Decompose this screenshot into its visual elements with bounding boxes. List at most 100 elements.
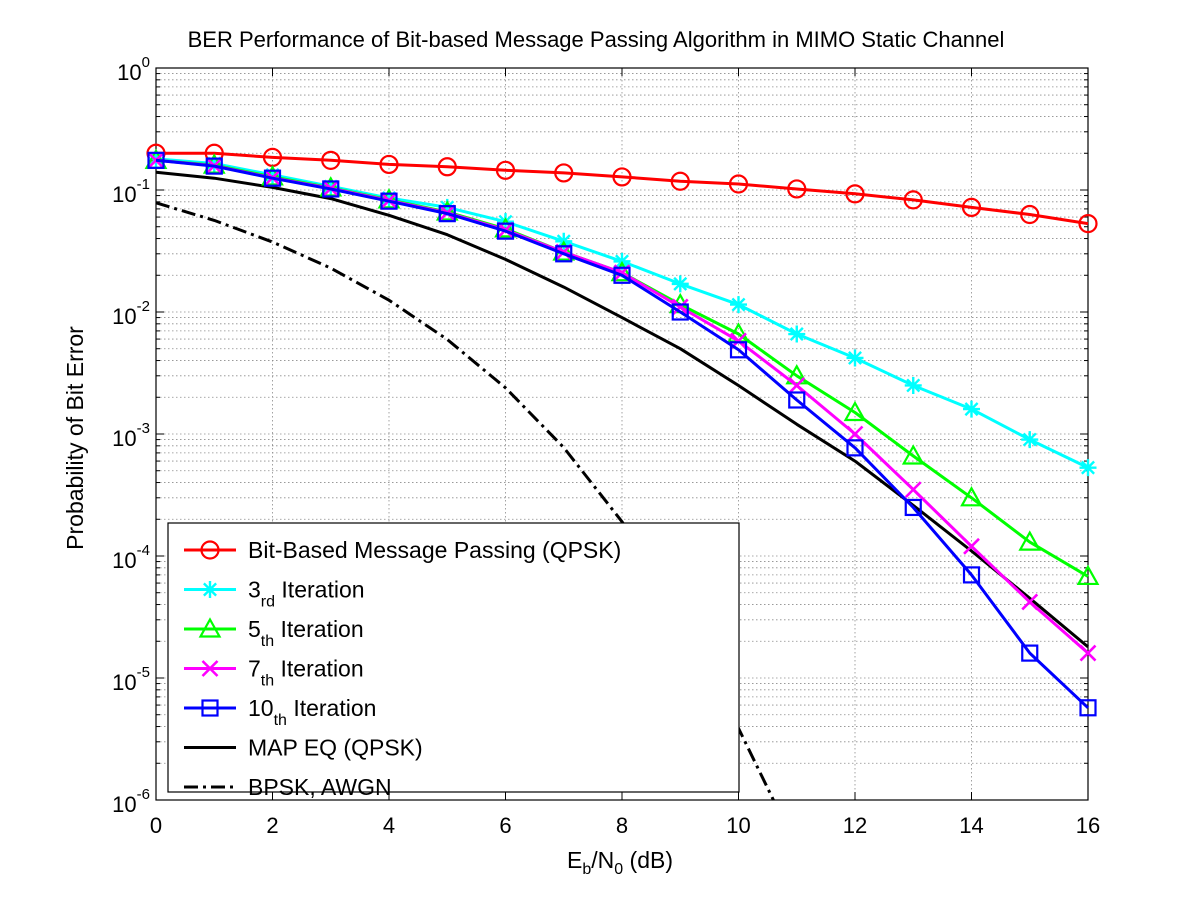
legend-label-main: BPSK, AWGN — [248, 774, 392, 800]
square-marker — [613, 266, 631, 284]
square-marker — [205, 157, 223, 175]
triangle-marker — [1076, 564, 1100, 586]
y-tick-base: 10 — [112, 548, 136, 573]
legend-label-sub: th — [274, 712, 287, 729]
legend-label-main: 7 — [248, 656, 261, 682]
legend-label-main: MAP EQ (QPSK) — [248, 735, 423, 761]
legend-label-it10: 10th Iteration — [248, 695, 376, 729]
y-tick-label: 10-1 — [112, 176, 150, 207]
legend-label-it7: 7th Iteration — [248, 656, 364, 690]
ticks-layer — [155, 67, 1089, 801]
asterisk-marker — [846, 349, 864, 367]
circle-marker — [903, 190, 923, 210]
legend-item-it10: 10th Iteration — [184, 695, 376, 729]
y-tick-exponent: -6 — [137, 786, 150, 803]
x-marker — [671, 298, 689, 316]
square-marker — [962, 566, 981, 584]
circle-marker — [1078, 214, 1098, 234]
legend-label-main: 5 — [248, 616, 261, 642]
asterisk-marker — [201, 581, 219, 598]
triangle-marker — [901, 444, 925, 465]
asterisk-marker — [788, 325, 806, 343]
circle-marker — [200, 540, 220, 560]
square-marker — [380, 192, 398, 210]
square-marker — [438, 205, 456, 223]
y-tick-base: 10 — [112, 792, 136, 817]
legend-label-sub: th — [261, 633, 274, 650]
series-line-it10 — [155, 158, 1090, 709]
asterisk-marker — [438, 198, 456, 216]
series-line-bbmp — [156, 151, 1089, 226]
legend: Bit-Based Message Passing (QPSK) 3rd Iter… — [167, 522, 740, 800]
legend-label-main: 3 — [248, 577, 261, 603]
y-tick-exponent: -5 — [137, 664, 150, 681]
y-tick-exponent: -4 — [137, 542, 150, 559]
square-marker — [496, 222, 515, 240]
circle-marker — [787, 179, 807, 199]
legend-item-it3: 3rd Iteration — [184, 577, 365, 611]
x-marker — [1021, 593, 1039, 611]
x-tick-label: 14 — [959, 813, 983, 838]
series-layer — [144, 143, 1100, 801]
series-map — [155, 170, 1089, 649]
triangle-marker — [785, 364, 809, 385]
legend-item-it5: 5th Iteration — [184, 616, 364, 650]
y-tick-label: 10-3 — [112, 420, 150, 451]
legend-item-bbmp: Bit-Based Message Passing (QPSK) — [184, 537, 621, 563]
triangle-marker — [198, 617, 222, 638]
asterisk-marker — [205, 154, 223, 172]
circle-marker — [379, 154, 399, 175]
legend-box — [167, 522, 740, 793]
y-tick-base: 10 — [112, 304, 136, 329]
x-tick-label: 8 — [616, 813, 628, 838]
y-tick-exponent: -2 — [137, 298, 150, 315]
triangle-marker — [843, 400, 867, 422]
legend-label-tail: Iteration — [275, 577, 365, 603]
circle-marker — [1020, 204, 1040, 225]
x-tick-label: 10 — [726, 813, 750, 838]
series-line-map — [155, 170, 1089, 649]
x-marker — [963, 537, 980, 555]
y-tick-base: 10 — [112, 182, 136, 207]
series-it10 — [147, 151, 1097, 717]
y-tick-label: 10-4 — [112, 542, 150, 573]
x-marker — [201, 660, 219, 677]
asterisk-marker — [963, 400, 980, 418]
square-marker — [846, 439, 864, 457]
asterisk-marker — [671, 275, 689, 293]
legend-label-main: Bit-Based Message Passing (QPSK) — [248, 537, 621, 563]
square-marker — [555, 245, 573, 263]
circle-marker — [728, 174, 749, 194]
y-axis-title: Probability of Bit Error — [62, 326, 88, 550]
legend-label-map: MAP EQ (QPSK) — [248, 735, 423, 761]
x-tick-label: 16 — [1076, 813, 1100, 838]
circle-marker — [670, 171, 690, 191]
legend-label-tail: Iteration — [274, 616, 364, 642]
asterisk-marker — [380, 189, 398, 207]
y-tick-exponent: 0 — [142, 54, 150, 71]
square-marker — [322, 180, 340, 198]
series-bbmp — [146, 143, 1098, 234]
legend-item-it7: 7th Iteration — [184, 656, 364, 690]
x-tick-label: 4 — [383, 813, 395, 838]
square-marker — [1079, 699, 1097, 717]
x-tick-label: 2 — [266, 813, 278, 838]
y-tick-label: 10-6 — [112, 786, 150, 817]
x-marker — [904, 481, 922, 499]
asterisk-marker — [1079, 459, 1097, 477]
legend-label-sub: th — [261, 673, 274, 690]
y-tick-base: 10 — [117, 60, 141, 85]
square-marker — [1021, 644, 1039, 662]
legend-label-it5: 5th Iteration — [248, 616, 364, 650]
legend-label-sub: rd — [261, 594, 275, 611]
x-axis-title: Eb/N0 (dB) — [567, 847, 673, 878]
y-tick-exponent: -3 — [137, 420, 150, 437]
legend-label-tail: Iteration — [287, 695, 377, 721]
y-tick-label: 100 — [117, 54, 150, 85]
axis-text-layer: BER Performance of Bit-based Message Pas… — [62, 27, 1100, 878]
x-tick-label: 0 — [150, 813, 162, 838]
y-tick-label: 10-2 — [112, 298, 150, 329]
x-marker — [788, 377, 806, 394]
x-marker — [846, 425, 864, 443]
